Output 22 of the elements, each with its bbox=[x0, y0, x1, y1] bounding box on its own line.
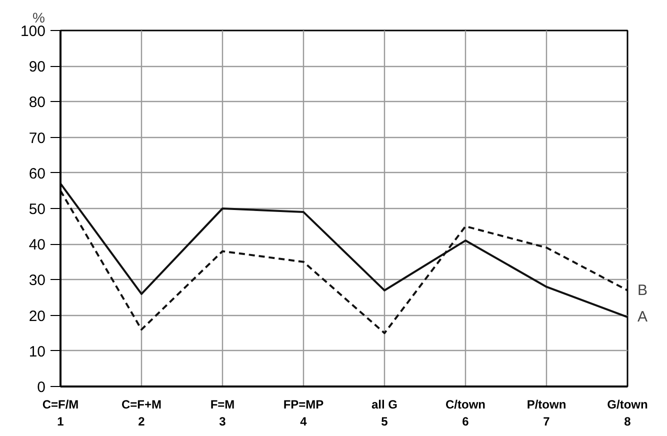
y-tick-label: 40 bbox=[28, 236, 46, 254]
y-axis-title: % bbox=[32, 10, 45, 26]
y-tick-label: 80 bbox=[28, 94, 46, 112]
y-tick-label: 20 bbox=[28, 308, 46, 325]
x-tick-label: G/town 8 bbox=[607, 398, 648, 428]
x-tick-label: C=F/M 1 bbox=[42, 398, 79, 428]
x-tick-label: FP=MP 4 bbox=[283, 398, 324, 428]
x-tick-label: all G 5 bbox=[371, 398, 398, 428]
y-tick-label: 10 bbox=[28, 343, 46, 360]
x-tick-label: C/town 6 bbox=[446, 398, 486, 428]
y-tick-label: 0 bbox=[37, 379, 46, 396]
series-label: A bbox=[638, 308, 648, 326]
y-tick-label: 100 bbox=[20, 23, 46, 40]
x-tick-label: P/town 7 bbox=[526, 398, 566, 428]
x-tick-label: C=F+M 2 bbox=[121, 398, 162, 428]
y-tick-label: 90 bbox=[28, 58, 46, 76]
y-tick-label: 50 bbox=[28, 201, 46, 218]
x-tick-label: F=M 3 bbox=[210, 398, 235, 428]
y-tick-label: 70 bbox=[28, 130, 46, 147]
y-tick-label: 30 bbox=[28, 272, 46, 290]
y-tick-label: 60 bbox=[28, 165, 46, 182]
series-label: B bbox=[638, 282, 648, 299]
